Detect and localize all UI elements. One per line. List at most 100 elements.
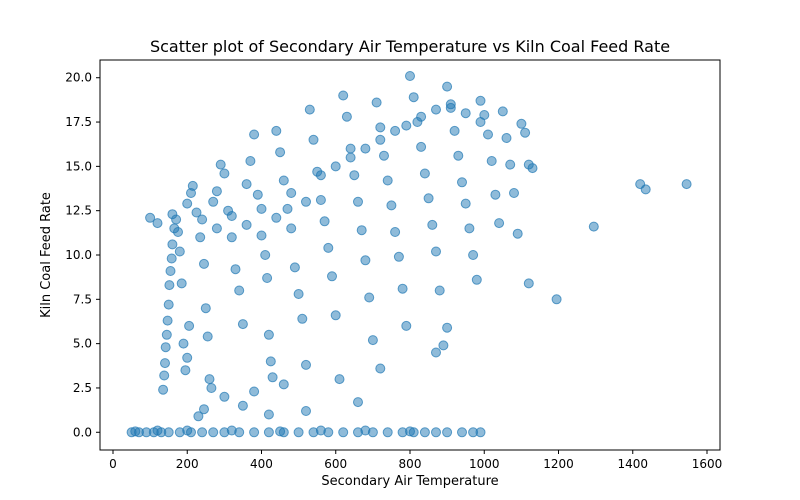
scatter-point <box>475 117 486 127</box>
scatter-point <box>219 168 230 179</box>
scatter-point <box>219 391 230 402</box>
scatter-point <box>275 147 286 158</box>
scatter-point <box>263 329 274 340</box>
scatter-point <box>367 335 378 346</box>
scatter-point <box>159 370 170 381</box>
scatter-point <box>475 95 486 106</box>
scatter-point <box>315 425 326 436</box>
scatter-point <box>226 232 237 243</box>
scatter-point <box>241 179 252 190</box>
scatter-point <box>382 427 393 438</box>
scatter-point <box>263 427 274 438</box>
x-tick-label: 1000 <box>469 457 500 471</box>
scatter-point <box>263 409 274 420</box>
scatter-point <box>494 218 505 229</box>
scatter-point <box>164 280 175 291</box>
scatter-point <box>199 404 209 415</box>
scatter-point <box>319 216 330 227</box>
scatter-point <box>161 329 172 340</box>
scatter-point <box>434 285 445 296</box>
scatter-point <box>249 386 260 397</box>
scatter-point <box>431 104 441 115</box>
scatter-point <box>260 250 271 260</box>
x-tick-label: 1600 <box>692 457 723 471</box>
scatter-point <box>199 258 209 269</box>
scatter-point <box>167 239 178 250</box>
scatter-point <box>338 427 349 438</box>
scatter-point <box>468 250 479 260</box>
scatter-point <box>640 184 651 195</box>
scatter-point <box>215 159 226 170</box>
y-tick-label: 20.0 <box>65 71 92 85</box>
x-tick-label: 800 <box>399 457 422 471</box>
x-tick-label: 200 <box>176 457 199 471</box>
scatter-point <box>497 106 508 117</box>
scatter-point <box>163 299 174 310</box>
scatter-point <box>408 92 419 103</box>
scatter-point <box>419 168 430 179</box>
scatter-point <box>293 427 304 438</box>
y-axis-ticks: 0.0 2.5 5.0 7.5 10.0 12.5 15.0 17.5 20.0 <box>65 71 100 439</box>
scatter-point <box>345 143 356 154</box>
scatter-point <box>427 219 438 230</box>
scatter-point <box>271 212 282 223</box>
scatter-point <box>364 292 375 303</box>
scatter-point <box>286 188 297 198</box>
scatter-point <box>195 232 206 243</box>
scatter-point <box>282 203 293 214</box>
scatter-point <box>252 189 263 200</box>
scatter-point <box>431 347 441 358</box>
scatter-point <box>234 285 245 296</box>
scatter-point <box>293 289 304 299</box>
scatter-point <box>226 425 237 436</box>
y-tick-label: 0.0 <box>73 425 92 439</box>
scatter-point <box>160 342 171 353</box>
scatter-point <box>174 246 185 257</box>
scatter-point <box>379 150 389 161</box>
scatter-point <box>505 159 516 170</box>
scatter-point <box>445 99 456 110</box>
scatter-point <box>208 196 219 207</box>
y-tick-label: 17.5 <box>65 115 92 129</box>
scatter-point <box>152 218 163 229</box>
scatter-point <box>375 134 386 145</box>
scatter-point <box>330 310 341 321</box>
scatter-point <box>483 129 493 140</box>
scatter-point <box>375 363 386 374</box>
scatter-point <box>226 211 237 221</box>
scatter-point <box>206 383 217 393</box>
scatter-point <box>315 170 326 181</box>
scatter-point <box>275 426 286 437</box>
scatter-point <box>516 118 527 129</box>
scatter-point <box>460 108 471 119</box>
scatter-point <box>204 374 215 385</box>
scatter-point <box>130 426 141 437</box>
scatter-point <box>184 320 195 331</box>
scatter-point <box>401 120 412 131</box>
scatter-point <box>353 196 363 207</box>
scatter-point <box>301 406 311 416</box>
scatter-point <box>165 266 176 276</box>
scatter-point <box>315 195 326 205</box>
scatter-point <box>256 203 267 214</box>
scatter-point <box>457 427 467 438</box>
scatter-point <box>527 163 538 174</box>
y-tick-label: 7.5 <box>73 292 92 306</box>
scatter-point <box>249 427 260 438</box>
scatter-point <box>382 175 393 186</box>
scatter-point <box>267 372 278 383</box>
scatter-point <box>475 427 486 438</box>
scatter-point <box>182 352 193 363</box>
x-tick-label: 1200 <box>543 457 574 471</box>
y-tick-label: 2.5 <box>73 381 92 395</box>
scatter-point <box>286 223 297 234</box>
scatter-point <box>301 359 311 370</box>
scatter-point <box>390 125 401 136</box>
scatter-point <box>442 427 453 438</box>
scatter-point <box>202 331 213 342</box>
scatter-point <box>330 161 341 172</box>
scatter-point <box>464 223 475 234</box>
x-tick-label: 400 <box>250 457 273 471</box>
scatter-point <box>308 134 319 145</box>
x-axis-ticks: 0 200 400 600 800 1000 1200 1400 1600 <box>109 450 722 471</box>
